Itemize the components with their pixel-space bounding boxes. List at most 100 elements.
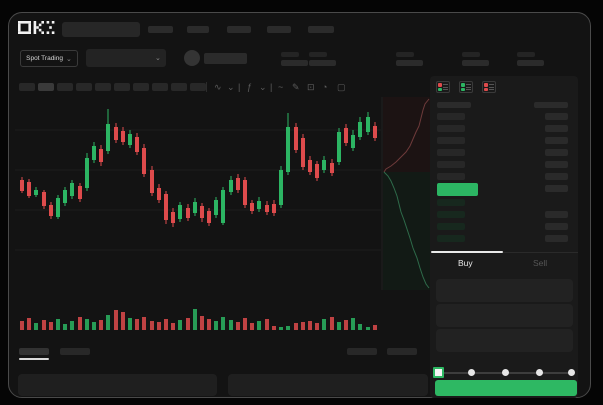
orderbook-all-view-icon[interactable]: [436, 81, 450, 93]
bottom-tab-placeholder[interactable]: [347, 348, 377, 355]
timeframe-button[interactable]: [95, 83, 111, 91]
chart-style-icon[interactable]: ∿: [214, 82, 222, 92]
nav-item-placeholder[interactable]: [148, 26, 173, 33]
candle: [366, 117, 370, 132]
search-input[interactable]: [62, 22, 140, 37]
nav-item-placeholder[interactable]: [308, 26, 334, 33]
slider-stop-dot[interactable]: [502, 369, 509, 376]
stat-label-placeholder: [517, 52, 535, 57]
chevron-down-icon[interactable]: ⌄: [259, 82, 267, 92]
timeframe-button[interactable]: [76, 83, 92, 91]
volume-bar: [20, 321, 24, 330]
candle: [49, 205, 53, 216]
timeframe-button[interactable]: [114, 83, 130, 91]
bid-amount-placeholder: [545, 235, 568, 242]
timeframe-button[interactable]: [19, 83, 35, 91]
slider-stop-dot[interactable]: [468, 369, 475, 376]
indicators-icon[interactable]: ƒ: [247, 82, 253, 92]
screenshot-icon[interactable]: ⊡: [307, 82, 315, 92]
ask-amount-placeholder: [545, 137, 568, 144]
volume-bar: [250, 323, 254, 330]
candle: [265, 205, 269, 212]
volume-bar: [301, 322, 305, 330]
volume-bar: [229, 320, 233, 330]
timeframe-button[interactable]: [152, 83, 168, 91]
candle: [85, 158, 89, 188]
buy-submit-button[interactable]: [435, 380, 577, 396]
nav-item-placeholder[interactable]: [267, 26, 291, 33]
bottom-tab-placeholder[interactable]: [387, 348, 417, 355]
timeframe-button[interactable]: [38, 83, 54, 91]
ask-amount-placeholder: [545, 113, 568, 120]
volume-bar: [322, 319, 326, 330]
nav-item-placeholder[interactable]: [187, 26, 209, 33]
ask-price-placeholder[interactable]: [437, 173, 465, 180]
slider-stop-dot[interactable]: [568, 369, 575, 376]
candle: [121, 131, 125, 142]
timeframe-button[interactable]: [133, 83, 149, 91]
orderbook-asks-view-icon[interactable]: [482, 81, 496, 93]
toolbar-divider: |: [238, 82, 241, 92]
bid-price-placeholder[interactable]: [437, 223, 465, 230]
bottom-tab-placeholder[interactable]: [19, 348, 49, 355]
slider-stop-dot[interactable]: [536, 369, 543, 376]
history-icon[interactable]: ◔: [322, 82, 328, 92]
bid-price-placeholder[interactable]: [437, 211, 465, 218]
volume-bar: [221, 317, 225, 330]
candle: [207, 211, 211, 223]
toolbar-divider: |: [270, 82, 273, 92]
tab-sell[interactable]: Sell: [533, 258, 548, 268]
draw-icon[interactable]: ✎: [292, 82, 300, 92]
volume-bar: [56, 319, 60, 330]
market-type-label: Spot Trading: [26, 55, 63, 62]
nav-item-placeholder[interactable]: [227, 26, 251, 33]
volume-bar: [193, 309, 197, 330]
bottom-tab-placeholder[interactable]: [60, 348, 90, 355]
order-input-field[interactable]: [436, 304, 573, 327]
orderbook-bids-view-icon[interactable]: [459, 81, 473, 93]
okx-logo-icon: [18, 21, 55, 34]
order-input-field[interactable]: [436, 279, 573, 302]
ask-price-placeholder[interactable]: [437, 125, 465, 132]
tab-buy[interactable]: Buy: [458, 258, 473, 268]
candle: [236, 178, 240, 190]
volume-bar: [366, 327, 370, 330]
volume-bar: [236, 322, 240, 330]
chevron-down-icon[interactable]: ⌄: [227, 82, 235, 92]
ask-price-placeholder[interactable]: [437, 161, 465, 168]
candle: [301, 138, 305, 167]
candle: [294, 127, 298, 150]
ask-price-placeholder[interactable]: [437, 137, 465, 144]
volume-bar: [308, 321, 312, 330]
buy-tab-indicator: [431, 251, 503, 253]
ask-price-placeholder[interactable]: [437, 113, 465, 120]
volume-bar: [70, 321, 74, 330]
timeframe-button[interactable]: [171, 83, 187, 91]
bid-price-placeholder[interactable]: [437, 235, 465, 242]
stat-value-placeholder: [281, 60, 308, 66]
compare-icon[interactable]: ~: [278, 82, 284, 92]
timeframe-button[interactable]: [57, 83, 73, 91]
volume-bar: [265, 319, 269, 330]
chevron-down-icon: ⌄: [65, 55, 72, 63]
ask-price-placeholder[interactable]: [437, 149, 465, 156]
candle: [279, 170, 283, 205]
last-price-highlight[interactable]: [437, 183, 478, 196]
toolbar-divider: [206, 82, 207, 92]
fullscreen-icon[interactable]: ▢: [337, 82, 346, 92]
market-type-dropdown[interactable]: Spot Trading ⌄: [20, 50, 78, 67]
volume-bar: [150, 321, 154, 330]
volume-bar: [279, 327, 283, 330]
pair-selector-dropdown[interactable]: [86, 49, 166, 67]
order-input-field[interactable]: [436, 329, 573, 352]
candle: [308, 160, 312, 172]
ask-amount-placeholder: [545, 149, 568, 156]
slider-handle[interactable]: [433, 367, 444, 378]
bid-price-placeholder[interactable]: [437, 199, 465, 206]
timeframe-button[interactable]: [190, 83, 206, 91]
